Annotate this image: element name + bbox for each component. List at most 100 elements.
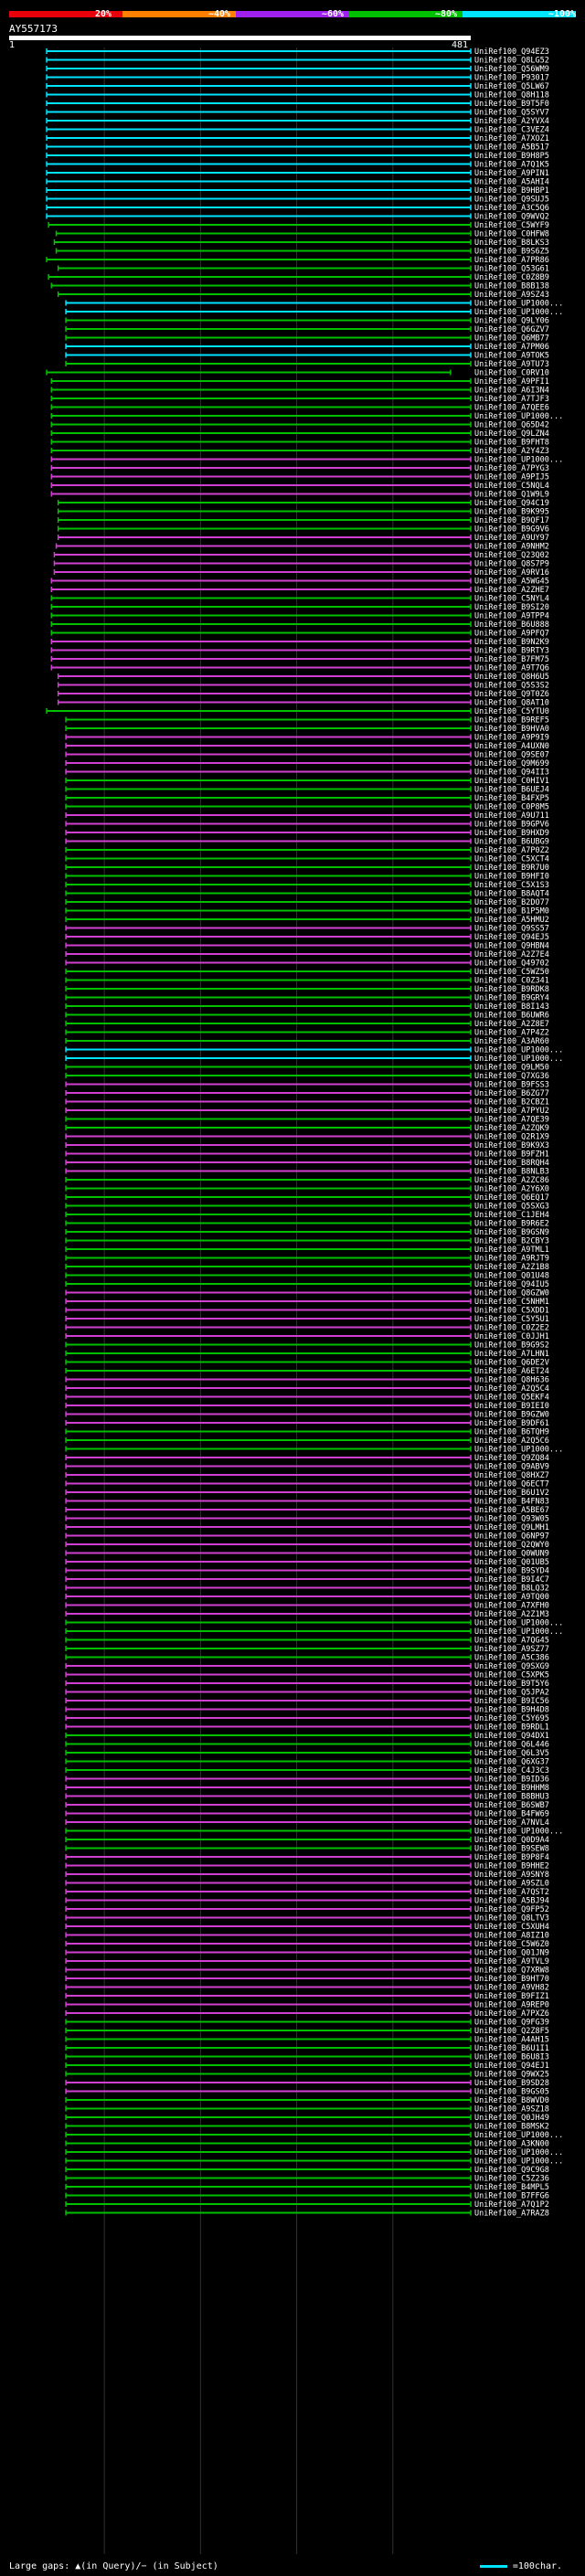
hit-label[interactable]: UniRef100_C5YTU0 — [474, 707, 549, 716]
hit-label[interactable]: UniRef100_C0HFW8 — [474, 230, 549, 239]
hit-label[interactable]: UniRef100_B2CBZ1 — [474, 1098, 549, 1108]
hit-label[interactable]: UniRef100_A9TQ00 — [474, 1593, 549, 1602]
hit-label[interactable]: UniRef100_A9TVL9 — [474, 1957, 549, 1966]
hit-label[interactable]: UniRef100_Q01UB5 — [474, 1558, 549, 1567]
hit-label[interactable]: UniRef100_Q23Q02 — [474, 551, 549, 560]
hit-label[interactable]: UniRef100_B9GSN9 — [474, 1228, 549, 1237]
hit-label[interactable]: UniRef100_B6ZG77 — [474, 1089, 549, 1098]
hit-label[interactable]: UniRef100_B6SWB7 — [474, 1801, 549, 1810]
hit-label[interactable]: UniRef100_C1JEH4 — [474, 1211, 549, 1220]
hit-label[interactable]: UniRef100_Q9LZN4 — [474, 429, 549, 439]
hit-label[interactable]: UniRef100_Q8H6U5 — [474, 673, 549, 682]
hit-label[interactable]: UniRef100_B9SYD4 — [474, 1567, 549, 1576]
hit-label[interactable]: UniRef100_B9HBP1 — [474, 186, 549, 196]
hit-label[interactable]: UniRef100_Q94IU5 — [474, 1280, 549, 1289]
hit-label[interactable]: UniRef100_B9RDK8 — [474, 985, 549, 994]
hit-label[interactable]: UniRef100_UP1000... — [474, 412, 563, 421]
hit-label[interactable]: UniRef100_B6U8I3 — [474, 2053, 549, 2062]
hit-label[interactable]: UniRef100_B9HVA0 — [474, 725, 549, 734]
hit-label[interactable]: UniRef100_UP1000... — [474, 1055, 563, 1064]
hit-label[interactable]: UniRef100_Q6DE2V — [474, 1359, 549, 1368]
hit-label[interactable]: UniRef100_UP1000... — [474, 2131, 563, 2140]
hit-label[interactable]: UniRef100_A5BE67 — [474, 1506, 549, 1515]
hit-label[interactable]: UniRef100_C3VEZ4 — [474, 126, 549, 135]
hit-label[interactable]: UniRef100_Q8H118 — [474, 91, 549, 101]
hit-label[interactable]: UniRef100_B9G9S2 — [474, 1341, 549, 1351]
hit-label[interactable]: UniRef100_Q9FP52 — [474, 1905, 549, 1914]
hit-label[interactable]: UniRef100_A7PYG3 — [474, 464, 549, 473]
hit-label[interactable]: UniRef100_B9I4C7 — [474, 1575, 549, 1585]
hit-label[interactable]: UniRef100_B6UWR6 — [474, 1012, 549, 1021]
hit-label[interactable]: UniRef100_A9TU73 — [474, 360, 549, 369]
hit-label[interactable]: UniRef100_B9SEW8 — [474, 1845, 549, 1854]
hit-label[interactable]: UniRef100_Q5SXG3 — [474, 1203, 549, 1212]
hit-label[interactable]: UniRef100_B8BHU3 — [474, 1793, 549, 1802]
hit-label[interactable]: UniRef100_Q9WVQ2 — [474, 213, 549, 222]
hit-label[interactable]: UniRef100_Q9HBN4 — [474, 942, 549, 951]
hit-label[interactable]: UniRef100_B9ID36 — [474, 1776, 549, 1785]
hit-label[interactable]: UniRef100_A9RJT9 — [474, 1255, 549, 1264]
hit-label[interactable]: UniRef100_A3AR60 — [474, 1037, 549, 1046]
hit-label[interactable]: UniRef100_UP1000... — [474, 1627, 563, 1637]
hit-label[interactable]: UniRef100_B7FFG6 — [474, 2192, 549, 2201]
hit-label[interactable]: UniRef100_C5XPK5 — [474, 1671, 549, 1680]
hit-label[interactable]: UniRef100_Q6ECT7 — [474, 1480, 549, 1489]
hit-label[interactable]: UniRef100_A2ZQK9 — [474, 1124, 549, 1133]
hit-label[interactable]: UniRef100_Q9SE07 — [474, 751, 549, 760]
hit-label[interactable]: UniRef100_Q9T0Z6 — [474, 690, 549, 699]
hit-label[interactable]: UniRef100_B4FN83 — [474, 1498, 549, 1507]
hit-label[interactable]: UniRef100_Q6GZV7 — [474, 325, 549, 334]
hit-label[interactable]: UniRef100_B9FZH1 — [474, 1150, 549, 1160]
hit-label[interactable]: UniRef100_A9T7Q6 — [474, 664, 549, 673]
hit-label[interactable]: UniRef100_Q6XG37 — [474, 1758, 549, 1767]
hit-label[interactable]: UniRef100_C5NYL4 — [474, 595, 549, 604]
hit-label[interactable]: UniRef100_B9SI20 — [474, 603, 549, 612]
hit-label[interactable]: UniRef100_C5XUH4 — [474, 1923, 549, 1932]
hit-label[interactable]: UniRef100_A5AHI4 — [474, 178, 549, 187]
hit-label[interactable]: UniRef100_B9K9X3 — [474, 1141, 549, 1150]
hit-label[interactable]: UniRef100_A2Y4Z3 — [474, 447, 549, 456]
hit-label[interactable]: UniRef100_A7P0Z2 — [474, 846, 549, 855]
hit-label[interactable]: UniRef100_Q8S7P9 — [474, 560, 549, 569]
hit-label[interactable]: UniRef100_C5XCT4 — [474, 855, 549, 864]
hit-label[interactable]: UniRef100_A2Y6X0 — [474, 1185, 549, 1194]
hit-label[interactable]: UniRef100_C0RV10 — [474, 369, 549, 378]
hit-label[interactable]: UniRef100_Q65D42 — [474, 421, 549, 430]
hit-label[interactable]: UniRef100_C5Y695 — [474, 1714, 549, 1723]
hit-label[interactable]: UniRef100_Q9SXG9 — [474, 1662, 549, 1671]
hit-label[interactable]: UniRef100_A5WG45 — [474, 578, 549, 587]
hit-label[interactable]: UniRef100_B9N2K9 — [474, 638, 549, 647]
hit-label[interactable]: UniRef100_A9VH82 — [474, 1984, 549, 1993]
hit-label[interactable]: UniRef100_B9GS05 — [474, 2088, 549, 2097]
hit-label[interactable]: UniRef100_Q1W9L9 — [474, 491, 549, 500]
hit-label[interactable]: UniRef100_A9PIJ5 — [474, 473, 549, 482]
hit-label[interactable]: UniRef100_A5HMU2 — [474, 916, 549, 925]
hit-label[interactable]: UniRef100_A9PIN1 — [474, 169, 549, 178]
hit-label[interactable]: UniRef100_A5C386 — [474, 1654, 549, 1663]
hit-label[interactable]: UniRef100_B9DF61 — [474, 1419, 549, 1428]
hit-label[interactable]: UniRef100_B9GRY4 — [474, 994, 549, 1003]
hit-label[interactable]: UniRef100_B4MPL5 — [474, 2183, 549, 2192]
hit-label[interactable]: UniRef100_C5WYF9 — [474, 221, 549, 230]
hit-label[interactable]: UniRef100_Q8LTV3 — [474, 1914, 549, 1924]
hit-label[interactable]: UniRef100_B9HHM8 — [474, 1784, 549, 1793]
hit-label[interactable]: UniRef100_B9T5Y6 — [474, 1680, 549, 1689]
hit-label[interactable]: UniRef100_B6U1V2 — [474, 1489, 549, 1498]
hit-label[interactable]: UniRef100_A9SNY8 — [474, 1871, 549, 1880]
hit-label[interactable]: UniRef100_Q9ZQ84 — [474, 1454, 549, 1463]
hit-label[interactable]: UniRef100_Q94II3 — [474, 769, 549, 778]
hit-label[interactable]: UniRef100_C5Z236 — [474, 2175, 549, 2184]
hit-label[interactable]: UniRef100_Q2QWY0 — [474, 1541, 549, 1550]
hit-label[interactable]: UniRef100_B9SD28 — [474, 2079, 549, 2088]
hit-label[interactable]: UniRef100_B9T5F0 — [474, 100, 549, 109]
hit-label[interactable]: UniRef100_A9PFI1 — [474, 377, 549, 387]
hit-label[interactable]: UniRef100_B9FSS3 — [474, 1081, 549, 1090]
hit-label[interactable]: UniRef100_C0Z341 — [474, 977, 549, 986]
hit-label[interactable]: UniRef100_A7QEE6 — [474, 404, 549, 413]
hit-label[interactable]: UniRef100_A7PXZ6 — [474, 2009, 549, 2019]
hit-label[interactable]: UniRef100_B6U1I1 — [474, 2044, 549, 2053]
hit-label[interactable]: UniRef100_A7RAZ8 — [474, 2210, 549, 2219]
hit-label[interactable]: UniRef100_A7QST2 — [474, 1888, 549, 1897]
hit-label[interactable]: UniRef100_B9FHT8 — [474, 439, 549, 448]
hit-label[interactable]: UniRef100_A9SZ43 — [474, 291, 549, 300]
